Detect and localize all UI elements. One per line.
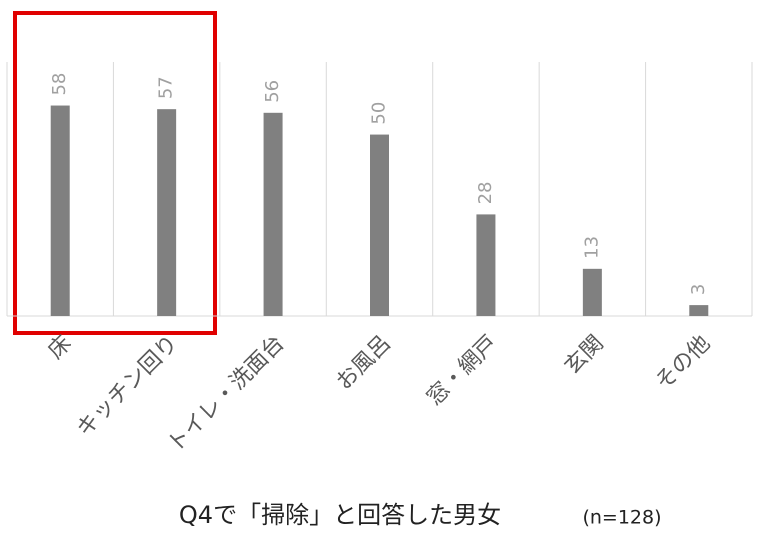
value-label: 58: [49, 73, 70, 96]
sample-size-note: (n=128): [582, 507, 661, 529]
bar: [689, 305, 709, 316]
value-label: 57: [156, 76, 177, 99]
value-label: 50: [369, 102, 390, 125]
bar: [263, 112, 283, 316]
chart-title: Q4で「掃除」と回答した男女: [179, 501, 501, 529]
value-label: 56: [262, 80, 283, 103]
x-tick-label: トイレ・洗面台: [163, 331, 290, 458]
x-tick-label: その他: [651, 331, 715, 395]
x-tick-label: 玄関: [560, 331, 609, 380]
value-label: 3: [688, 284, 709, 295]
value-label: 28: [475, 181, 496, 204]
bar: [370, 134, 389, 316]
bar: [582, 268, 602, 316]
bar: [50, 105, 70, 317]
x-tick-label: お風呂: [332, 331, 396, 395]
bar: [476, 214, 496, 316]
bar: [157, 109, 177, 317]
x-tick-label: キッチン回り: [72, 331, 183, 442]
highlight-box: [13, 11, 217, 335]
x-tick-label: 床: [43, 331, 76, 364]
value-label: 13: [581, 236, 602, 259]
x-tick-label: 窓・網戸: [422, 331, 502, 411]
